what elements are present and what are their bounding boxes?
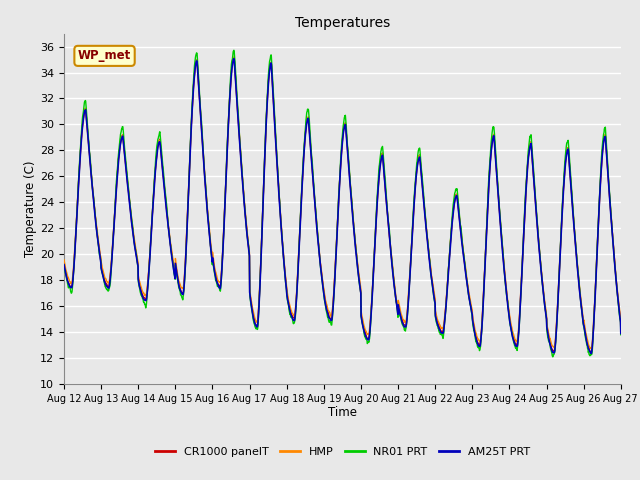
CR1000 panelT [617, 328, 625, 334]
HMP [568, 192, 575, 198]
Text: WP_met: WP_met [78, 49, 131, 62]
HMP [504, 303, 512, 309]
AM25T PRT [230, 56, 238, 61]
HMP [60, 257, 68, 263]
AM25T PRT [584, 342, 591, 348]
HMP [230, 54, 238, 60]
NR01 PRT [359, 322, 367, 328]
HMP [588, 346, 595, 351]
AM25T PRT [588, 350, 595, 356]
CR1000 panelT [586, 349, 594, 355]
NR01 PRT [568, 191, 576, 197]
AM25T PRT [216, 285, 223, 290]
HMP [371, 241, 379, 247]
NR01 PRT [617, 332, 625, 337]
NR01 PRT [549, 354, 557, 360]
NR01 PRT [216, 285, 223, 290]
Line: AM25T PRT: AM25T PRT [64, 59, 621, 353]
CR1000 panelT [359, 321, 367, 326]
AM25T PRT [568, 195, 575, 201]
CR1000 panelT [584, 340, 591, 346]
CR1000 panelT [230, 54, 238, 60]
Legend: CR1000 panelT, HMP, NR01 PRT, AM25T PRT: CR1000 panelT, HMP, NR01 PRT, AM25T PRT [150, 442, 534, 461]
CR1000 panelT [371, 243, 379, 249]
HMP [359, 316, 367, 322]
AM25T PRT [60, 262, 68, 267]
HMP [584, 336, 591, 342]
NR01 PRT [60, 262, 68, 267]
NR01 PRT [230, 48, 238, 53]
CR1000 panelT [568, 194, 575, 200]
CR1000 panelT [504, 305, 512, 311]
CR1000 panelT [60, 260, 68, 265]
Y-axis label: Temperature (C): Temperature (C) [24, 160, 37, 257]
X-axis label: Time: Time [328, 407, 357, 420]
AM25T PRT [504, 307, 512, 313]
Line: NR01 PRT: NR01 PRT [64, 50, 621, 357]
Line: CR1000 panelT: CR1000 panelT [64, 57, 621, 352]
AM25T PRT [359, 322, 367, 328]
Title: Temperatures: Temperatures [295, 16, 390, 30]
NR01 PRT [584, 346, 591, 351]
CR1000 panelT [216, 283, 223, 288]
AM25T PRT [371, 244, 379, 250]
HMP [617, 325, 625, 331]
NR01 PRT [371, 241, 379, 247]
NR01 PRT [504, 306, 512, 312]
HMP [216, 279, 223, 285]
Line: HMP: HMP [64, 57, 621, 348]
AM25T PRT [617, 331, 625, 336]
